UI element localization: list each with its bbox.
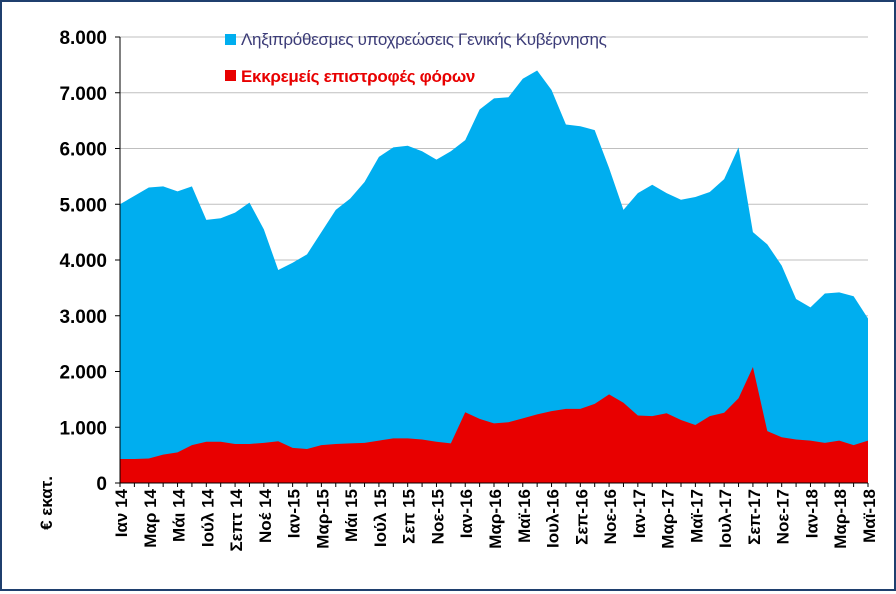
y-tick-label: 7.000 (59, 84, 107, 105)
y-tick-label: 1.000 (59, 418, 107, 439)
legend: Ληξιπρόθεσμες υποχρεώσεις Γενικής Κυβέρν… (225, 30, 607, 86)
x-tick-label: Ιαν-18 (802, 489, 821, 538)
x-tick-label: Σεπ-16 (572, 489, 591, 545)
x-tick-label: Νοε-17 (774, 489, 793, 544)
y-tick-label: 4.000 (59, 251, 107, 272)
x-tick-label: Νοέ 14 (256, 488, 275, 543)
x-tick-label: Ιαν 14 (112, 488, 131, 537)
y-axis-title: € εκατ. (37, 476, 56, 530)
legend-label-tax-refunds: Εκκρεμείς επιστροφές φόρων (241, 67, 475, 86)
x-tick-label: Σεπ 15 (400, 489, 419, 544)
x-tick-label: Νοε-15 (428, 489, 447, 544)
x-tick-label: Σεπ-17 (745, 489, 764, 545)
x-tick-label: Ιαν-16 (457, 489, 476, 538)
x-tick-label: Ιούλ 15 (371, 489, 390, 547)
x-tick-label: Μαρ-17 (659, 489, 678, 549)
x-tick-label: Μαϊ-17 (687, 489, 706, 543)
x-tick-label: Μαϊ-16 (515, 489, 534, 543)
series-areas (120, 70, 868, 483)
y-tick-label: 5.000 (59, 195, 107, 216)
axes (115, 36, 869, 487)
x-tick-label: Μαρ 14 (141, 488, 160, 547)
legend-swatch-arrears (225, 34, 236, 45)
x-tick-labels: Ιαν 14 Μαρ 14 Μάι 14 Ιούλ 14 Σεπτ 14 Νοέ 14 Ια… (112, 488, 879, 551)
x-tick-label: Μαϊ-18 (860, 489, 879, 543)
x-tick-label: Ιουλ-17 (716, 489, 735, 548)
x-tick-label: Ιούλ 14 (198, 488, 217, 547)
y-tick-labels: 0 1.000 2.000 3.000 4.000 5.000 6.000 7.000 8.00… (59, 28, 107, 495)
x-tick-label: Σεπτ 14 (227, 488, 246, 551)
legend-swatch-tax-refunds (225, 70, 236, 81)
y-tick-label: 0 (96, 474, 107, 495)
y-tick-label: 6.000 (59, 140, 107, 161)
y-tick-label: 3.000 (59, 307, 107, 328)
x-tick-label: Μαρ-18 (831, 489, 850, 549)
area-series-1 (120, 367, 868, 483)
x-tick-label: Νοε-16 (601, 489, 620, 544)
y-tick-label: 2.000 (59, 363, 107, 384)
x-tick-label: Ιουλ-16 (544, 489, 563, 548)
x-tick-label: Ιαν-15 (285, 489, 304, 538)
x-tick-label: Ιαν-17 (630, 489, 649, 538)
area-series-0 (120, 70, 868, 483)
x-tick-label: Μαρ-15 (313, 489, 332, 549)
x-tick-label: Μάι 14 (170, 488, 189, 542)
x-tick-label: Μαρ-16 (486, 489, 505, 549)
x-tick-label: Μάι 15 (342, 489, 361, 542)
y-tick-label: 8.000 (59, 28, 107, 49)
legend-label-arrears: Ληξιπρόθεσμες υποχρεώσεις Γενικής Κυβέρν… (241, 30, 607, 49)
